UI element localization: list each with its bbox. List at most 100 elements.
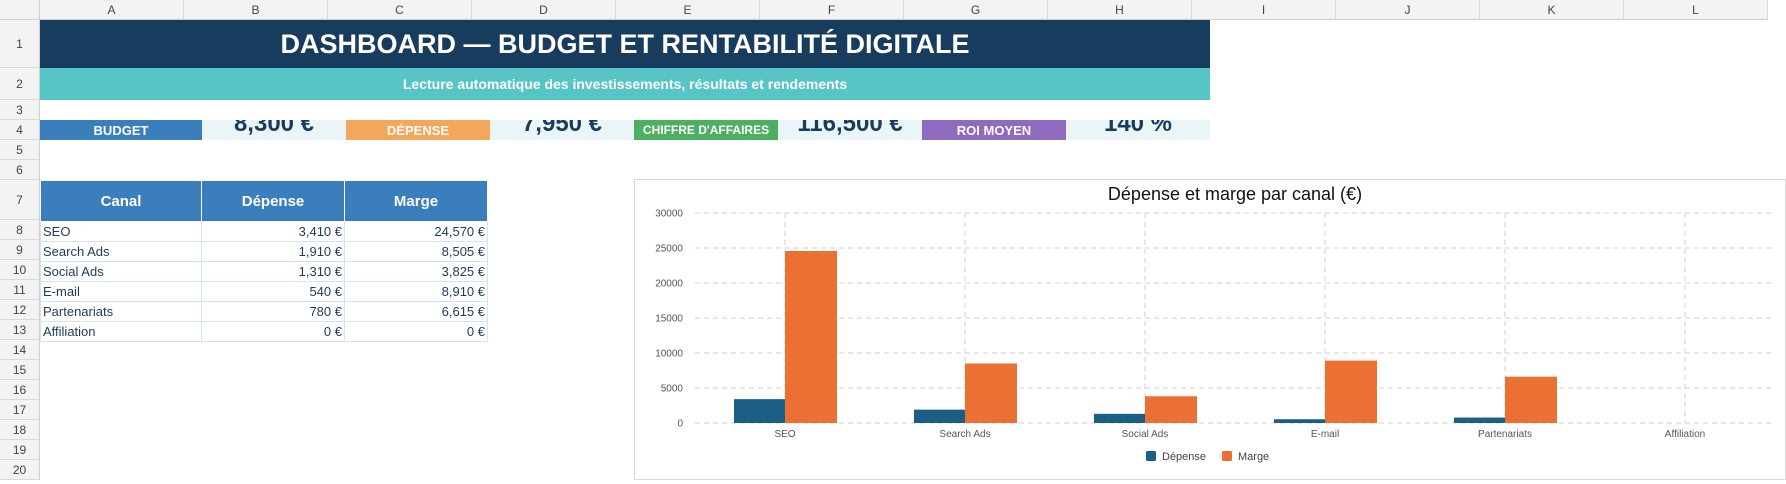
row-header-8[interactable]: 8 [0,220,40,240]
kpi-value-roi[interactable]: 140 % [1103,120,1173,137]
x-tick-label: Search Ads [939,429,990,440]
y-tick-label: 10000 [655,349,683,360]
column-header-i[interactable]: I [1192,0,1336,20]
kpi-band [40,120,1210,140]
legend-swatch [1146,451,1156,461]
row-header-6[interactable]: 6 [0,160,40,180]
kpi-label-chiffre-affaires[interactable]: CHIFFRE D'AFFAIRES [634,120,778,140]
table-cell[interactable]: Partenariats [40,301,202,322]
chart-title: Dépense et marge par canal (€) [1108,184,1362,204]
y-tick-label: 25000 [655,244,683,255]
table-cell[interactable]: 3,410 € [201,221,345,242]
column-header-c[interactable]: C [328,0,472,20]
table-cell[interactable]: 24,570 € [344,221,488,242]
dashboard-subtitle[interactable]: Lecture automatique des investissements,… [40,68,1210,100]
row-header-7[interactable]: 7 [0,180,40,220]
bar-marge-socialads [1145,396,1197,423]
y-tick-label: 20000 [655,279,683,290]
row-header-18[interactable]: 18 [0,420,40,440]
row-header-13[interactable]: 13 [0,320,40,340]
table-cell[interactable]: Social Ads [40,261,202,282]
kpi-value-budget[interactable]: 8,300 € [233,120,315,137]
row-header-17[interactable]: 17 [0,400,40,420]
bar-dpense-socialads [1094,413,1146,423]
bar-marge-partenariats [1505,376,1557,423]
x-tick-label: Partenariats [1478,429,1532,440]
row-header-19[interactable]: 19 [0,440,40,460]
bar-marge-email [1325,360,1377,423]
bar-dpense-searchads [914,409,966,423]
row-header-15[interactable]: 15 [0,360,40,380]
table-cell[interactable]: E-mail [40,281,202,302]
kpi-label-budget[interactable]: BUDGET [40,120,202,140]
table-header-depense[interactable]: Dépense [201,180,345,222]
row-header-3[interactable]: 3 [0,100,40,120]
kpi-value-depense[interactable]: 7,950 € [521,120,603,137]
table-cell[interactable]: 780 € [201,301,345,322]
column-header-a[interactable]: A [40,0,184,20]
table-cell[interactable]: 3,825 € [344,261,488,282]
column-header-j[interactable]: J [1336,0,1480,20]
row-header-9[interactable]: 9 [0,240,40,260]
row-header-5[interactable]: 5 [0,140,40,160]
row-header-4[interactable]: 4 [0,120,40,140]
column-header-b[interactable]: B [184,0,328,20]
column-header-h[interactable]: H [1048,0,1192,20]
dashboard-title[interactable]: DASHBOARD — BUDGET ET RENTABILITÉ DIGITA… [40,20,1210,68]
column-header-f[interactable]: F [760,0,904,20]
column-header-g[interactable]: G [904,0,1048,20]
bar-dpense-email [1274,419,1326,423]
table-row: Search Ads 1,910 € 8,505 € [40,241,488,262]
column-header-e[interactable]: E [616,0,760,20]
table-cell[interactable]: 540 € [201,281,345,302]
row-header-20[interactable]: 20 [0,460,40,480]
x-tick-label: Social Ads [1122,429,1169,440]
table-cell[interactable]: 6,615 € [344,301,488,322]
kpi-label-depense[interactable]: DÉPENSE [346,120,490,140]
row-header-16[interactable]: 16 [0,380,40,400]
table-cell[interactable]: SEO [40,221,202,242]
x-tick-label: E-mail [1311,429,1339,440]
table-row: Social Ads 1,310 € 3,825 € [40,261,488,282]
row-header-11[interactable]: 11 [0,280,40,300]
row-header-14[interactable]: 14 [0,340,40,360]
bar-dpense-partenariats [1454,417,1506,423]
table-row: SEO 3,410 € 24,570 € [40,221,488,242]
table-cell[interactable]: 1,310 € [201,261,345,282]
column-header-l[interactable]: L [1624,0,1768,20]
legend-label: Dépense [1162,451,1206,463]
legend-swatch [1222,451,1232,461]
bar-dpense-seo [734,399,786,423]
y-tick-label: 15000 [655,314,683,325]
column-header-k[interactable]: K [1480,0,1624,20]
y-tick-label: 5000 [661,384,684,395]
table-row: E-mail 540 € 8,910 € [40,281,488,302]
table-cell[interactable]: 8,505 € [344,241,488,262]
kpi-values: 8,300 € 7,950 € 116,500 € 140 % [40,120,1210,140]
bar-marge-searchads [965,363,1017,423]
table-header-canal[interactable]: Canal [40,180,202,222]
kpi-label-roi[interactable]: ROI MOYEN [922,120,1066,140]
bar-chart[interactable]: Dépense et marge par canal (€) 0 5000 10000… [634,179,1786,480]
table-cell[interactable]: 1,910 € [201,241,345,262]
column-header-d[interactable]: D [472,0,616,20]
table-row: Partenariats 780 € 6,615 € [40,301,488,322]
table-cell[interactable]: 0 € [344,321,488,342]
select-all-corner[interactable] [0,0,40,20]
table-cell[interactable]: Search Ads [40,241,202,262]
table-header-marge[interactable]: Marge [344,180,488,222]
row-header-2[interactable]: 2 [0,68,40,100]
chart-svg: Dépense et marge par canal (€) 0 5000 10000… [655,184,1775,463]
channel-table: Canal Dépense Marge SEO 3,410 € 24,570 €… [40,180,488,342]
row-header-10[interactable]: 10 [0,260,40,280]
row-header-1[interactable]: 1 [0,20,40,68]
kpi-value-chiffre-affaires[interactable]: 116,500 € [797,120,903,137]
table-cell[interactable]: 0 € [201,321,345,342]
bar-marge-seo [785,251,837,423]
table-cell[interactable]: Affiliation [40,321,202,342]
x-tick-label: Affiliation [1665,429,1705,440]
table-cell[interactable]: 8,910 € [344,281,488,302]
row-header-12[interactable]: 12 [0,300,40,320]
table-row: Affiliation 0 € 0 € [40,321,488,342]
